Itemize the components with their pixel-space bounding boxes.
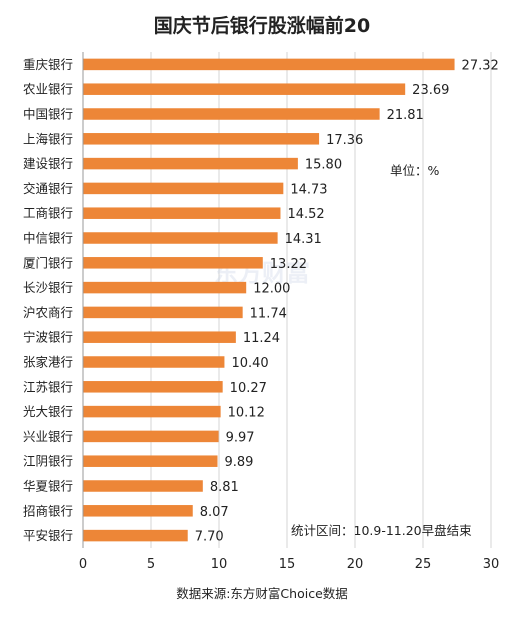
category-label: 建设银行	[23, 156, 73, 171]
category-label: 中信银行	[23, 231, 73, 246]
bar	[83, 83, 406, 95]
value-label: 14.52	[287, 207, 324, 222]
category-label: 重庆银行	[23, 57, 73, 72]
category-label: 江阴银行	[23, 454, 73, 469]
x-tick-label: 20	[347, 557, 364, 572]
category-label: 沪农商行	[23, 305, 73, 320]
value-label: 14.31	[285, 232, 322, 247]
value-label: 10.27	[230, 381, 267, 396]
category-label: 厦门银行	[23, 255, 73, 270]
bar	[83, 182, 284, 195]
category-label: 招商银行	[23, 503, 73, 518]
category-label: 长沙银行	[23, 280, 73, 295]
bar	[83, 207, 281, 219]
period-note: 统计区间：10.9-11.20早盘结束	[291, 523, 472, 538]
value-label: 10.12	[228, 406, 265, 421]
chart-title: 国庆节后银行股涨幅前20	[154, 14, 370, 37]
x-tick-labels: 0 5 10 15 20 25 30	[79, 557, 499, 572]
x-tick-label: 5	[147, 557, 155, 572]
category-label: 平安银行	[23, 528, 73, 543]
bar	[83, 133, 320, 145]
bar	[83, 529, 188, 542]
category-label: 华夏银行	[23, 479, 73, 494]
value-label: 12.00	[253, 282, 290, 297]
bar	[83, 232, 278, 244]
grid	[150, 52, 492, 548]
bar	[83, 455, 218, 467]
category-labels: 重庆银行农业银行中国银行上海银行建设银行交通银行工商银行中信银行厦门银行长沙银行…	[23, 57, 73, 543]
value-label: 21.81	[387, 108, 424, 123]
bar	[83, 257, 263, 269]
category-label: 宁波银行	[23, 330, 73, 345]
x-tick-label: 15	[279, 557, 296, 572]
value-label: 9.89	[225, 455, 254, 470]
bar	[83, 381, 223, 393]
value-label: 8.81	[210, 480, 239, 495]
bar	[83, 281, 247, 294]
x-tick-label: 30	[483, 557, 500, 572]
data-source: 数据来源:东方财富Choice数据	[176, 586, 348, 601]
bar	[83, 505, 193, 517]
value-label: 14.73	[290, 182, 327, 197]
unit-note: 单位：%	[390, 163, 440, 178]
category-label: 中国银行	[23, 107, 73, 122]
value-label: 27.32	[462, 58, 499, 73]
value-label: 13.22	[270, 257, 307, 272]
value-label: 9.97	[226, 430, 255, 445]
value-label: 11.74	[250, 306, 287, 321]
value-label: 8.07	[200, 505, 229, 520]
category-label: 光大银行	[23, 404, 73, 419]
bar	[83, 356, 225, 368]
category-label: 工商银行	[23, 206, 73, 221]
category-label: 交通银行	[23, 181, 73, 196]
bar	[83, 58, 455, 71]
category-label: 农业银行	[23, 82, 73, 97]
value-label: 7.70	[195, 530, 224, 545]
value-labels: 27.32 23.69 21.81 17.36 15.80 14.73 14.52 14.31…	[195, 58, 499, 544]
bar	[83, 430, 219, 443]
bars	[83, 58, 455, 542]
value-label: 10.40	[231, 356, 268, 371]
x-tick-label: 0	[79, 557, 87, 572]
value-label: 23.69	[412, 83, 449, 98]
value-label: 11.24	[243, 331, 280, 346]
bar	[83, 306, 243, 319]
x-tick-label: 25	[415, 557, 432, 572]
bar	[83, 157, 298, 170]
value-label: 17.36	[326, 133, 363, 148]
bar	[83, 108, 380, 120]
value-label: 15.80	[305, 158, 342, 173]
category-label: 上海银行	[23, 131, 73, 146]
category-label: 张家港行	[23, 355, 73, 370]
category-label: 江苏银行	[23, 379, 73, 394]
bar	[83, 480, 203, 492]
bar	[83, 331, 236, 343]
bar	[83, 405, 221, 418]
x-tick-label: 10	[211, 557, 228, 572]
category-label: 兴业银行	[23, 429, 73, 444]
